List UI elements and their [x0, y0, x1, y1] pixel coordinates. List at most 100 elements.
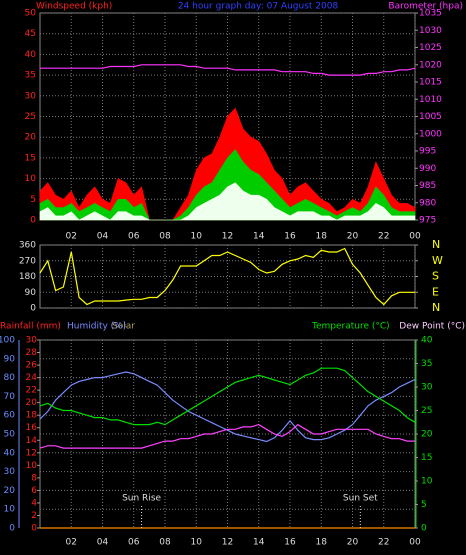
- y2-tick-label: 975: [419, 216, 436, 226]
- y-tick-label: 35: [25, 71, 36, 81]
- y3-tick-label: 4: [31, 498, 37, 508]
- legend-temperature: Temperature (°C): [311, 322, 390, 332]
- y3-tick-label: 10: [26, 461, 38, 471]
- y3-tick-label: 26: [26, 361, 38, 371]
- y-tick-label: 0: [30, 304, 36, 314]
- chart-title: 24 hour graph day: 07 August 2008: [178, 2, 339, 12]
- y-tick-label: 30: [25, 91, 37, 101]
- y2-tick-label: E: [432, 285, 439, 298]
- series-line: [39, 423, 415, 449]
- y-tick-label: 40: [25, 50, 37, 60]
- series-line: [39, 247, 415, 306]
- y3-tick-label: 30: [26, 336, 38, 346]
- x-tick-label: 12: [222, 538, 233, 548]
- y2-tick-label: 1025: [419, 43, 442, 53]
- y3-tick-label: 6: [31, 486, 37, 496]
- x-tick-label: 14: [253, 538, 265, 548]
- x-tick-label: 10: [191, 232, 203, 242]
- x-tick-label: 18: [316, 538, 328, 548]
- y2-tick-label: 1030: [419, 26, 442, 36]
- legend-humidity: Humidity (%): [67, 322, 126, 332]
- y2-tick-label: N: [432, 238, 440, 251]
- y3-tick-label: 28: [26, 348, 38, 358]
- y2-tick-label: 985: [419, 181, 436, 191]
- x-tick-label: 08: [159, 232, 171, 242]
- y-tick-label: 90: [25, 288, 37, 298]
- y2-tick-label: 1010: [419, 95, 442, 105]
- y-tick-label: 45: [25, 29, 36, 39]
- annotation-text: Sun Set: [343, 494, 378, 504]
- y2-tick-label: 980: [419, 198, 436, 208]
- y3-tick-label: 22: [26, 386, 37, 396]
- x-tick-label: 20: [347, 538, 359, 548]
- y2-tick-label: 20: [421, 430, 433, 440]
- x-tick-label: 08: [159, 538, 171, 548]
- y-tick-label: 90: [4, 354, 16, 364]
- y2-tick-label: 0: [421, 524, 427, 534]
- y-tick-label: 70: [4, 392, 16, 402]
- y-tick-label: 80: [4, 373, 16, 383]
- x-tick-label: 22: [378, 538, 389, 548]
- x-tick-label: 22: [378, 232, 389, 242]
- y3-tick-label: 12: [26, 448, 37, 458]
- y2-tick-label: 5: [421, 500, 427, 510]
- x-tick-label: 16: [284, 538, 296, 548]
- y-tick-label: 180: [19, 272, 36, 282]
- y-axis-label: Windspeed (kph): [36, 2, 112, 12]
- y-tick-label: 360: [19, 241, 36, 251]
- y-tick-label: 25: [25, 112, 36, 122]
- legend-dew-point: Dew Point (°C): [399, 322, 465, 332]
- y-tick-label: 60: [4, 411, 16, 421]
- x-tick-label: 04: [97, 538, 109, 548]
- y3-tick-label: 0: [31, 524, 37, 534]
- y-tick-label: 0: [30, 216, 36, 226]
- y-tick-label: 20: [4, 486, 16, 496]
- series-area: [39, 149, 416, 221]
- y2-tick-label: 15: [421, 453, 432, 463]
- series-line: [39, 367, 416, 426]
- annotation-text: Sun Rise: [122, 494, 161, 504]
- x-tick-label: 20: [347, 232, 359, 242]
- x-tick-label: 00: [409, 538, 421, 548]
- y2-tick-label: 1015: [419, 78, 442, 88]
- y2-tick-label: 1020: [419, 60, 442, 70]
- y3-tick-label: 24: [26, 373, 38, 383]
- y3-tick-label: 20: [26, 398, 38, 408]
- y2-tick-label: 1000: [419, 129, 442, 139]
- y2-tick-label: 1035: [419, 9, 442, 19]
- y2-tick-label: N: [432, 301, 440, 314]
- x-tick-label: 12: [222, 232, 233, 242]
- y-tick-label: 0: [9, 524, 15, 534]
- y2-tick-label: 35: [421, 359, 432, 369]
- y2-tick-label: 25: [421, 406, 432, 416]
- x-tick-label: 14: [253, 232, 265, 242]
- series-line: [40, 64, 416, 76]
- y2-tick-label: 990: [419, 164, 436, 174]
- y2-tick-label: 995: [419, 147, 436, 157]
- y3-tick-label: 14: [26, 436, 38, 446]
- x-tick-label: 00: [409, 232, 421, 242]
- y2-tick-label: 40: [421, 336, 433, 346]
- x-tick-label: 06: [128, 232, 140, 242]
- legend-solar: Solar: [112, 322, 135, 332]
- y2-tick-label: 30: [421, 383, 433, 393]
- y2-tick-label: 10: [421, 477, 433, 487]
- y-tick-label: 20: [25, 133, 37, 143]
- y-tick-label: 10: [4, 505, 16, 515]
- y3-tick-label: 2: [31, 511, 37, 521]
- y2-axis-label: Barometer (hpa): [388, 2, 463, 12]
- y3-tick-label: 16: [26, 423, 38, 433]
- y3-tick-label: 8: [31, 473, 37, 483]
- x-tick-label: 16: [284, 232, 296, 242]
- y-tick-label: 50: [4, 430, 16, 440]
- y-tick-label: 10: [25, 174, 37, 184]
- series-area: [39, 182, 416, 221]
- x-tick-label: 06: [128, 538, 140, 548]
- y-tick-label: 5: [30, 195, 36, 205]
- y-tick-label: 40: [4, 448, 16, 458]
- y-tick-label: 30: [4, 467, 16, 477]
- y-tick-label: 15: [25, 153, 36, 163]
- x-tick-label: 02: [66, 538, 77, 548]
- y-tick-label: 100: [0, 336, 15, 346]
